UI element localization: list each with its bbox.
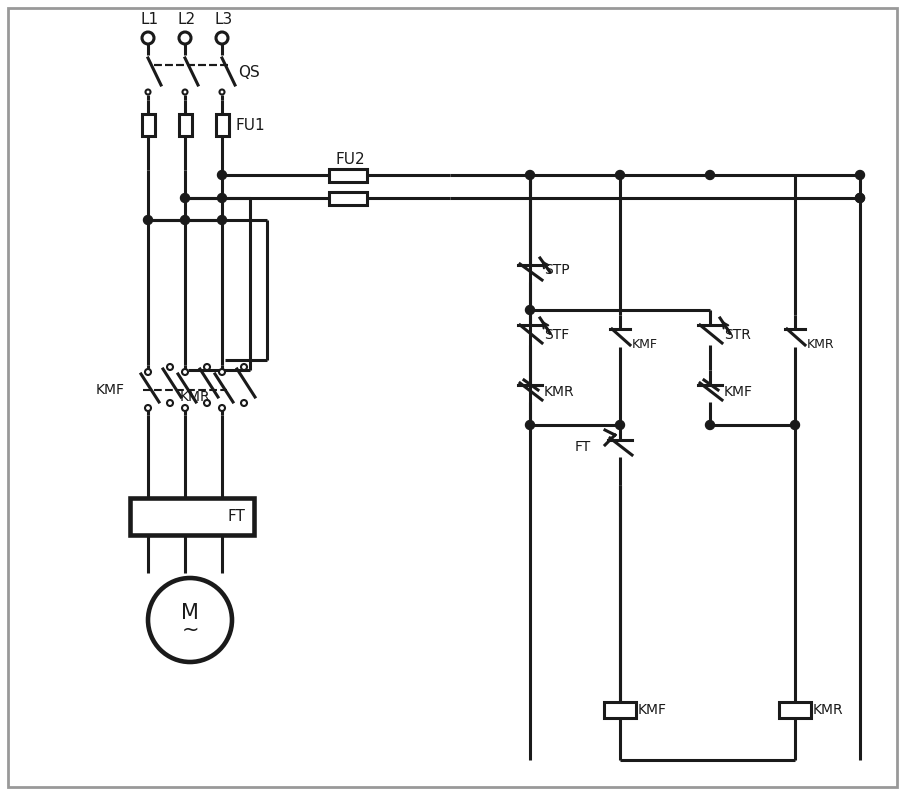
Circle shape: [216, 32, 228, 44]
Circle shape: [855, 170, 864, 180]
Bar: [604, 702, 636, 718]
Circle shape: [790, 421, 799, 429]
Text: KMR: KMR: [807, 339, 834, 351]
Circle shape: [167, 364, 173, 370]
Circle shape: [526, 421, 535, 429]
Circle shape: [855, 193, 864, 203]
Text: L3: L3: [214, 13, 233, 28]
Bar: [779, 702, 811, 718]
Bar: [141, 114, 155, 136]
Circle shape: [706, 170, 715, 180]
Circle shape: [217, 170, 226, 180]
Circle shape: [144, 215, 153, 224]
Circle shape: [855, 193, 864, 203]
Circle shape: [219, 369, 225, 375]
Text: FU1: FU1: [235, 118, 264, 133]
Text: STP: STP: [544, 263, 569, 277]
Circle shape: [167, 400, 173, 406]
Bar: [130, 498, 254, 535]
Text: FU2: FU2: [335, 153, 365, 168]
Circle shape: [241, 364, 247, 370]
Text: STF: STF: [544, 328, 569, 342]
Text: FT: FT: [575, 440, 591, 454]
Circle shape: [142, 32, 154, 44]
Text: KMR: KMR: [544, 385, 575, 399]
Bar: [329, 169, 367, 181]
Circle shape: [146, 90, 150, 95]
Text: KMR: KMR: [813, 703, 843, 717]
Text: QS: QS: [238, 65, 260, 80]
Circle shape: [615, 170, 624, 180]
Circle shape: [217, 193, 226, 203]
Text: ~: ~: [181, 620, 199, 640]
Circle shape: [182, 405, 188, 411]
Text: KMR: KMR: [180, 390, 211, 404]
Text: KMF: KMF: [96, 383, 125, 397]
Circle shape: [148, 578, 232, 662]
Bar: [329, 192, 367, 204]
Text: FT: FT: [227, 509, 245, 524]
Circle shape: [615, 421, 624, 429]
Circle shape: [180, 215, 189, 224]
Circle shape: [217, 215, 226, 224]
Circle shape: [204, 364, 210, 370]
Circle shape: [145, 405, 151, 411]
Circle shape: [526, 305, 535, 315]
Text: L2: L2: [177, 13, 195, 28]
Circle shape: [526, 170, 535, 180]
Text: KMF: KMF: [724, 385, 753, 399]
Circle shape: [182, 369, 188, 375]
Bar: [178, 114, 192, 136]
Bar: [215, 114, 228, 136]
Circle shape: [706, 421, 715, 429]
Text: M: M: [181, 603, 199, 623]
Circle shape: [219, 405, 225, 411]
Circle shape: [183, 90, 187, 95]
Circle shape: [145, 369, 151, 375]
Circle shape: [220, 90, 224, 95]
Circle shape: [204, 400, 210, 406]
Text: KMF: KMF: [632, 339, 658, 351]
Text: STR: STR: [724, 328, 751, 342]
Circle shape: [179, 32, 191, 44]
Text: KMF: KMF: [638, 703, 667, 717]
Text: L1: L1: [140, 13, 158, 28]
Circle shape: [241, 400, 247, 406]
Circle shape: [180, 193, 189, 203]
